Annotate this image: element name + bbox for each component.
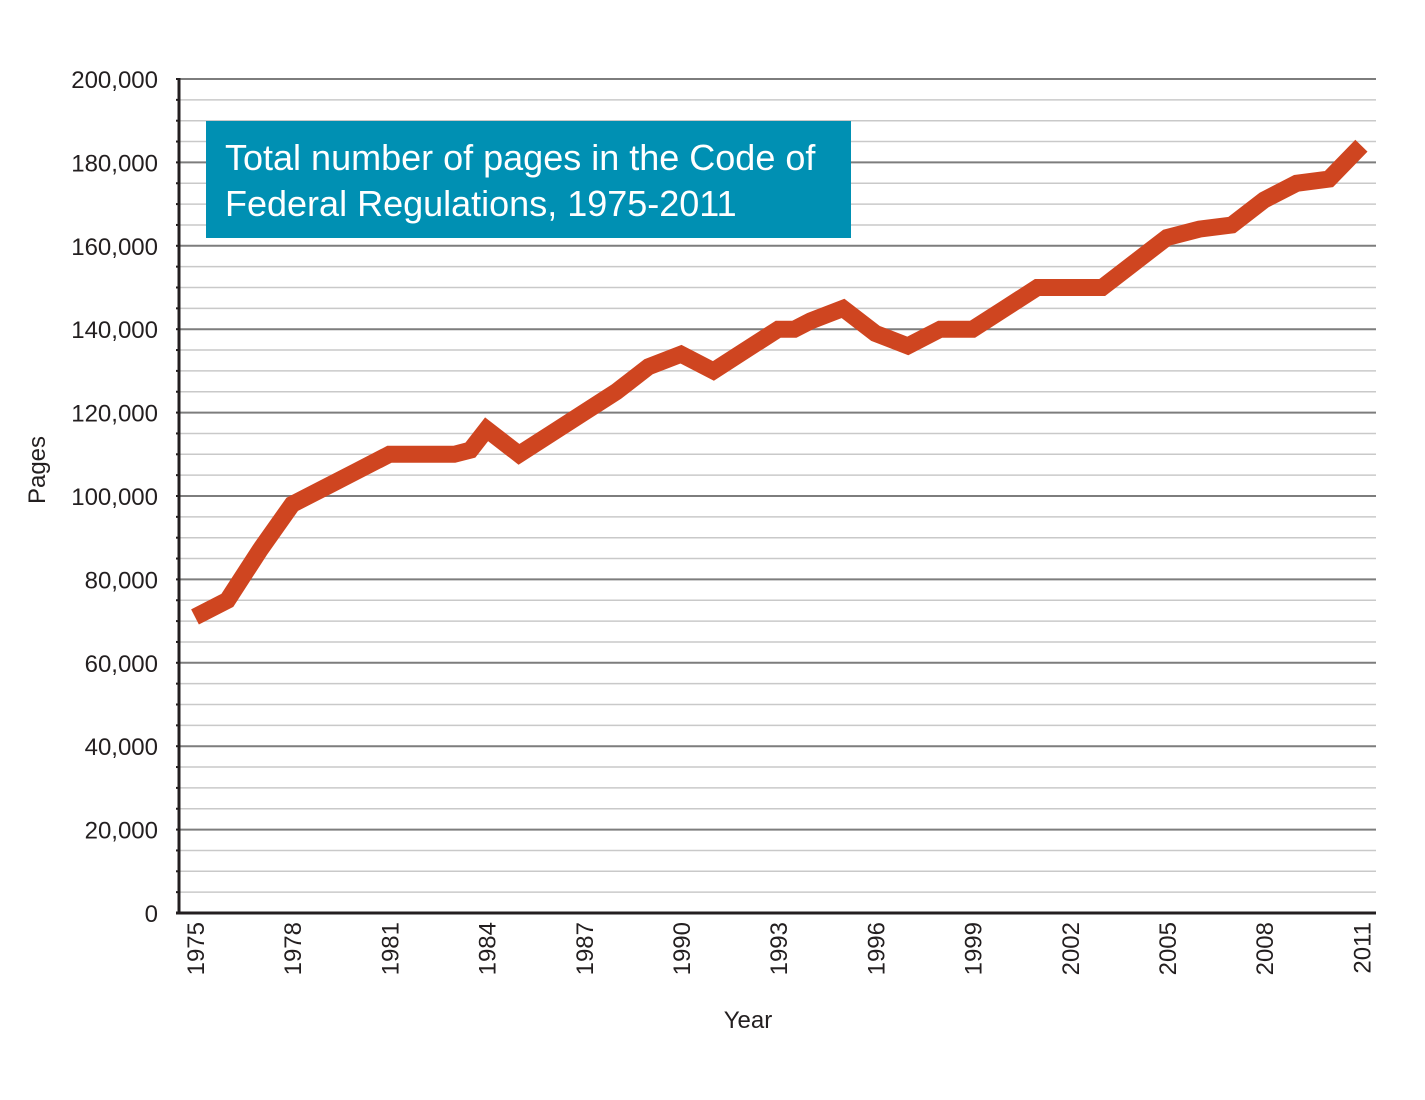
- x-tick-label: 1996: [863, 922, 890, 975]
- x-tick-label: 1981: [377, 922, 404, 975]
- chart-title-box: Total number of pages in the Code of Fed…: [206, 121, 851, 238]
- y-tick-label: 100,000: [71, 484, 158, 511]
- y-axis-ticks: 0 20,000 40,000 60,000 80,000 100,000 120,000 1…: [71, 67, 158, 928]
- y-tick-label: 0: [145, 901, 158, 928]
- y-tick-label: 180,000: [71, 150, 158, 177]
- x-axis-title: Year: [724, 1007, 773, 1034]
- x-tick-label: 1999: [961, 922, 988, 975]
- y-tick-label: 120,000: [71, 401, 158, 428]
- x-tick-label: 1975: [183, 922, 210, 975]
- x-tick-label: 1993: [766, 922, 793, 975]
- y-tick-label: 80,000: [85, 567, 158, 594]
- x-tick-label: 2008: [1252, 922, 1279, 975]
- y-tick-label: 200,000: [71, 67, 158, 94]
- y-tick-label: 60,000: [85, 651, 158, 678]
- y-tick-label: 160,000: [71, 234, 158, 261]
- x-tick-label: 2011: [1349, 922, 1376, 974]
- y-axis-title: Pages: [24, 436, 51, 504]
- x-axis-ticks: 1975 1978 1981 1984 1987 1990 1993 1996 1999 2002…: [183, 922, 1376, 975]
- x-tick-label: 1987: [572, 922, 599, 975]
- series-line-pages: [191, 139, 1368, 625]
- x-tick-label: 2002: [1058, 922, 1085, 975]
- y-tick-label: 140,000: [71, 317, 158, 344]
- x-tick-label: 1978: [280, 922, 307, 975]
- chart-title: Total number of pages in the Code of Fed…: [225, 137, 816, 224]
- x-tick-label: 1990: [669, 922, 696, 975]
- y-tick-label: 20,000: [85, 818, 158, 845]
- y-tick-label: 40,000: [85, 734, 158, 761]
- x-tick-label: 1984: [475, 922, 502, 975]
- x-tick-label: 2005: [1155, 922, 1182, 975]
